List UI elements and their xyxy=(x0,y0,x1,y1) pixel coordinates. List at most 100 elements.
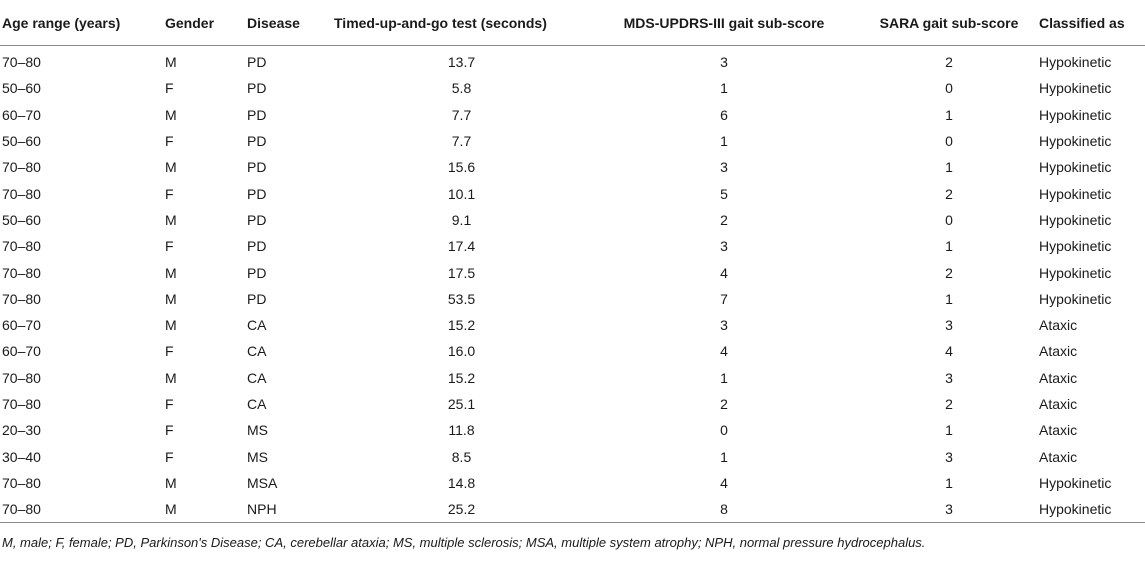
cell-disease: PD xyxy=(247,185,267,202)
cell-timed-up-and-go: 53.5 xyxy=(447,290,476,307)
cell-timed-up-and-go: 7.7 xyxy=(451,106,472,123)
table-container: Age range (years) Gender Disease Timed-u… xyxy=(0,0,1145,550)
cell-classified-as: Hypokinetic xyxy=(1039,106,1112,123)
cell-sara-gait: 1 xyxy=(945,159,953,176)
cell-timed-up-and-go: 5.8 xyxy=(451,80,472,97)
cell-age-range: 70–80 xyxy=(2,238,41,255)
cell-mds-updrs-gait: 1 xyxy=(720,369,728,386)
cell-mds-updrs-gait: 3 xyxy=(720,317,728,334)
cell-mds-updrs-gait: 4 xyxy=(720,343,728,360)
table-row: 50–60 F PD 5.8 1 0 Hypokinetic xyxy=(0,75,1145,101)
cell-mds-updrs-gait: 3 xyxy=(720,238,728,255)
header-sara-gait: SARA gait sub-score xyxy=(859,0,1039,46)
cell-age-range: 70–80 xyxy=(2,396,41,412)
cell-disease: PD xyxy=(247,290,267,307)
table-row: 70–80 F PD 17.4 3 1 Hypokinetic xyxy=(0,233,1145,259)
cell-mds-updrs-gait: 5 xyxy=(720,185,728,202)
cell-gender: M xyxy=(165,264,177,281)
cell-gender: M xyxy=(165,290,177,307)
table-row: 70–80 M MSA 14.8 4 1 Hypokinetic xyxy=(0,470,1145,496)
cell-age-range: 30–40 xyxy=(2,448,41,465)
cell-age-range: 60–70 xyxy=(2,317,41,334)
table-row: 30–40 F MS 8.5 1 3 Ataxic xyxy=(0,443,1145,469)
cell-disease: PD xyxy=(247,133,267,150)
cell-timed-up-and-go: 16.0 xyxy=(447,343,476,360)
cell-sara-gait: 1 xyxy=(945,422,953,439)
header-classified-as: Classified as xyxy=(1039,0,1145,46)
cell-timed-up-and-go: 13.7 xyxy=(447,54,476,71)
cell-age-range: 20–30 xyxy=(2,422,41,439)
cell-sara-gait: 0 xyxy=(945,211,953,228)
cell-classified-as: Hypokinetic xyxy=(1039,264,1112,281)
cell-timed-up-and-go: 17.5 xyxy=(447,264,476,281)
cell-sara-gait: 3 xyxy=(859,496,1039,524)
cell-sara-gait: 2 xyxy=(945,54,953,71)
cell-classified-as: Hypokinetic xyxy=(1039,238,1112,255)
cell-sara-gait: 1 xyxy=(945,474,953,491)
table-row: 70–80 M PD 13.7 3 2 Hypokinetic xyxy=(0,46,1145,76)
cell-gender: F xyxy=(165,448,174,465)
cell-mds-updrs-gait: 4 xyxy=(720,474,728,491)
table-row: 50–60 M PD 9.1 2 0 Hypokinetic xyxy=(0,207,1145,233)
cell-timed-up-and-go: 15.2 xyxy=(447,317,476,334)
cell-classified-as: Hypokinetic xyxy=(1039,211,1112,228)
header-disease: Disease xyxy=(247,0,334,46)
table-row: 20–30 F MS 11.8 0 1 Ataxic xyxy=(0,417,1145,443)
cell-age-range: 70–80 xyxy=(0,496,165,524)
cell-classified-as: Hypokinetic xyxy=(1039,54,1112,71)
table-row: 60–70 M CA 15.2 3 3 Ataxic xyxy=(0,312,1145,338)
cell-gender: F xyxy=(165,422,174,439)
cell-sara-gait: 3 xyxy=(945,317,953,334)
cell-sara-gait: 1 xyxy=(945,238,953,255)
cell-timed-up-and-go: 15.2 xyxy=(447,369,476,386)
cell-gender: F xyxy=(165,396,174,412)
cell-classified-as: Ataxic xyxy=(1039,448,1078,465)
cell-classified-as: Hypokinetic xyxy=(1039,80,1112,97)
cell-disease: NPH xyxy=(247,496,334,524)
cell-disease: CA xyxy=(247,317,267,334)
table-body: 70–80 M PD 13.7 3 2 Hypokinetic 50–60 F PD 5.8 1 0 Hy… xyxy=(0,46,1145,524)
table-row: 70–80 F CA 25.1 2 2 Ataxic xyxy=(0,391,1145,417)
cell-disease: PD xyxy=(247,54,267,71)
cell-classified-as: Hypokinetic xyxy=(1039,474,1112,491)
header-row: Age range (years) Gender Disease Timed-u… xyxy=(0,0,1145,46)
cell-timed-up-and-go: 10.1 xyxy=(447,185,476,202)
cell-classified-as: Ataxic xyxy=(1039,396,1078,412)
cell-disease: PD xyxy=(247,159,267,176)
cell-classified-as: Hypokinetic xyxy=(1039,496,1145,524)
cell-disease: PD xyxy=(247,211,267,228)
cell-gender: F xyxy=(165,133,174,150)
cell-mds-updrs-gait: 2 xyxy=(720,211,728,228)
cell-classified-as: Ataxic xyxy=(1039,317,1078,334)
table-row: 70–80 M PD 53.5 7 1 Hypokinetic xyxy=(0,286,1145,312)
cell-mds-updrs-gait: 3 xyxy=(720,54,728,71)
cell-sara-gait: 1 xyxy=(945,290,953,307)
cell-mds-updrs-gait: 7 xyxy=(720,290,728,307)
cell-disease: MS xyxy=(247,422,268,439)
cell-age-range: 50–60 xyxy=(2,211,41,228)
cell-timed-up-and-go: 15.6 xyxy=(447,159,476,176)
cell-timed-up-and-go: 25.2 xyxy=(334,496,589,524)
cell-timed-up-and-go: 14.8 xyxy=(447,474,476,491)
cell-disease: PD xyxy=(247,238,267,255)
header-timed-up-and-go: Timed-up-and-go test (seconds) xyxy=(334,0,589,46)
table-row: 70–80 M PD 17.5 4 2 Hypokinetic xyxy=(0,259,1145,285)
cell-disease: CA xyxy=(247,396,267,412)
cell-age-range: 70–80 xyxy=(2,264,41,281)
cell-disease: CA xyxy=(247,369,267,386)
cell-gender: M xyxy=(165,211,177,228)
header-mds-updrs-gait: MDS-UPDRS-III gait sub-score xyxy=(589,0,859,46)
cell-disease: PD xyxy=(247,106,267,123)
cell-sara-gait: 1 xyxy=(945,106,953,123)
cell-mds-updrs-gait: 2 xyxy=(720,396,728,412)
cell-mds-updrs-gait: 4 xyxy=(720,264,728,281)
cell-gender: M xyxy=(165,496,247,524)
cell-gender: F xyxy=(165,238,174,255)
cell-timed-up-and-go: 7.7 xyxy=(451,133,472,150)
cell-disease: PD xyxy=(247,264,267,281)
cell-age-range: 50–60 xyxy=(2,80,41,97)
cell-classified-as: Ataxic xyxy=(1039,369,1078,386)
cell-mds-updrs-gait: 1 xyxy=(720,80,728,97)
cell-gender: M xyxy=(165,159,177,176)
cell-age-range: 70–80 xyxy=(2,185,41,202)
